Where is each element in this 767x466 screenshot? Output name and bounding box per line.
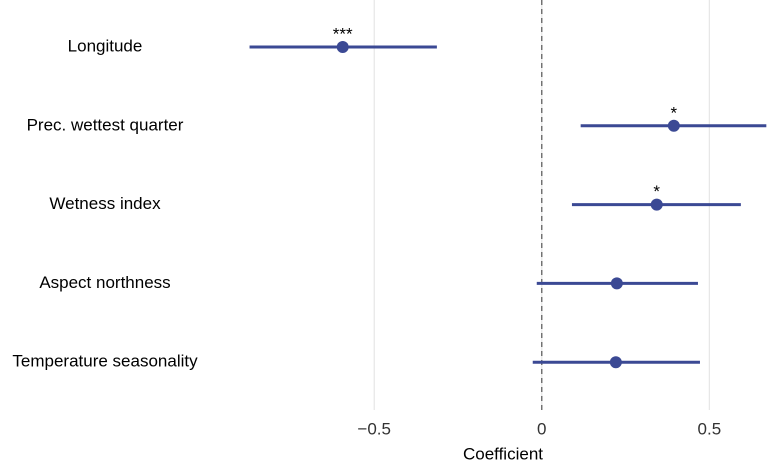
x-tick-label: 0.5 xyxy=(698,419,722,438)
y-tick-label: Prec. wettest quarter xyxy=(27,115,184,134)
point xyxy=(667,119,680,132)
significance-label: *** xyxy=(333,24,353,43)
point xyxy=(610,277,623,290)
point xyxy=(650,198,663,211)
point xyxy=(609,356,622,369)
point xyxy=(336,41,349,53)
significance-label: * xyxy=(653,182,660,201)
y-tick-label: Wetness index xyxy=(49,194,161,213)
y-tick-label: Aspect northness xyxy=(39,273,170,292)
y-tick-label: Longitude xyxy=(68,36,143,55)
x-axis-label: Coefficient xyxy=(463,444,543,463)
y-tick-label: Temperature seasonality xyxy=(12,352,198,371)
x-tick-label: −0.5 xyxy=(357,419,391,438)
x-tick-label: 0 xyxy=(537,419,546,438)
significance-label: * xyxy=(671,103,678,122)
